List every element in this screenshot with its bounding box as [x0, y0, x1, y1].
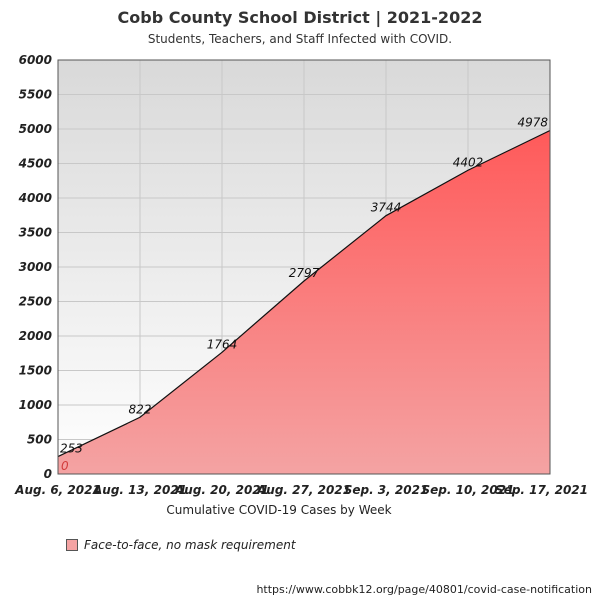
- x-tick-label: Aug. 27, 2021: [256, 483, 351, 497]
- chart-subtitle: Students, Teachers, and Staff Infected w…: [147, 32, 453, 46]
- y-tick-label: 3500: [19, 226, 52, 240]
- x-tick-label: Sep. 17, 2021: [495, 483, 588, 497]
- y-tick-label: 1500: [19, 364, 52, 378]
- legend-swatch: [66, 539, 78, 551]
- y-tick-label: 5500: [19, 88, 52, 102]
- chart-title: Cobb County School District | 2021-2022: [117, 8, 483, 27]
- plot-border: [57, 59, 551, 475]
- y-tick-label: 4000: [18, 191, 52, 205]
- y-tick-label: 1000: [19, 398, 52, 412]
- series-line: [57, 129, 551, 458]
- y-tick-label: 500: [27, 433, 52, 447]
- y-tick-label: 4500: [18, 157, 52, 171]
- x-tick-label: Sep. 10, 2021: [422, 483, 515, 497]
- data-label: 3744: [371, 201, 402, 215]
- data-label: 2797: [289, 266, 320, 280]
- legend-label: Face-to-face, no mask requirement: [84, 538, 296, 552]
- y-tick-label: 0: [44, 467, 52, 481]
- data-label: 822: [129, 402, 152, 416]
- x-tick-label: Aug. 13, 2021: [92, 483, 187, 497]
- y-tick-label: 3000: [19, 260, 52, 274]
- x-tick-label: Aug. 20, 2021: [174, 483, 269, 497]
- y-tick-label: 5000: [19, 122, 52, 136]
- x-tick-label: Sep. 3, 2021: [344, 483, 429, 497]
- y-tick-label: 6000: [19, 53, 52, 67]
- y-tick-label: 2500: [19, 295, 52, 309]
- baseline-label: 0: [61, 459, 69, 473]
- data-label: 4978: [517, 116, 548, 130]
- x-axis-title: Cumulative COVID-19 Cases by Week: [166, 503, 391, 517]
- data-label: 4402: [453, 155, 484, 169]
- chart-legend: Face-to-face, no mask requirement: [66, 538, 296, 552]
- x-tick-label: Aug. 6, 2021: [14, 483, 101, 497]
- source-url: https://www.cobbk12.org/page/40801/covid…: [256, 583, 592, 596]
- y-tick-label: 2000: [19, 329, 52, 343]
- data-label: 1764: [207, 337, 238, 351]
- data-label: 253: [60, 442, 83, 456]
- series-area: [58, 130, 550, 474]
